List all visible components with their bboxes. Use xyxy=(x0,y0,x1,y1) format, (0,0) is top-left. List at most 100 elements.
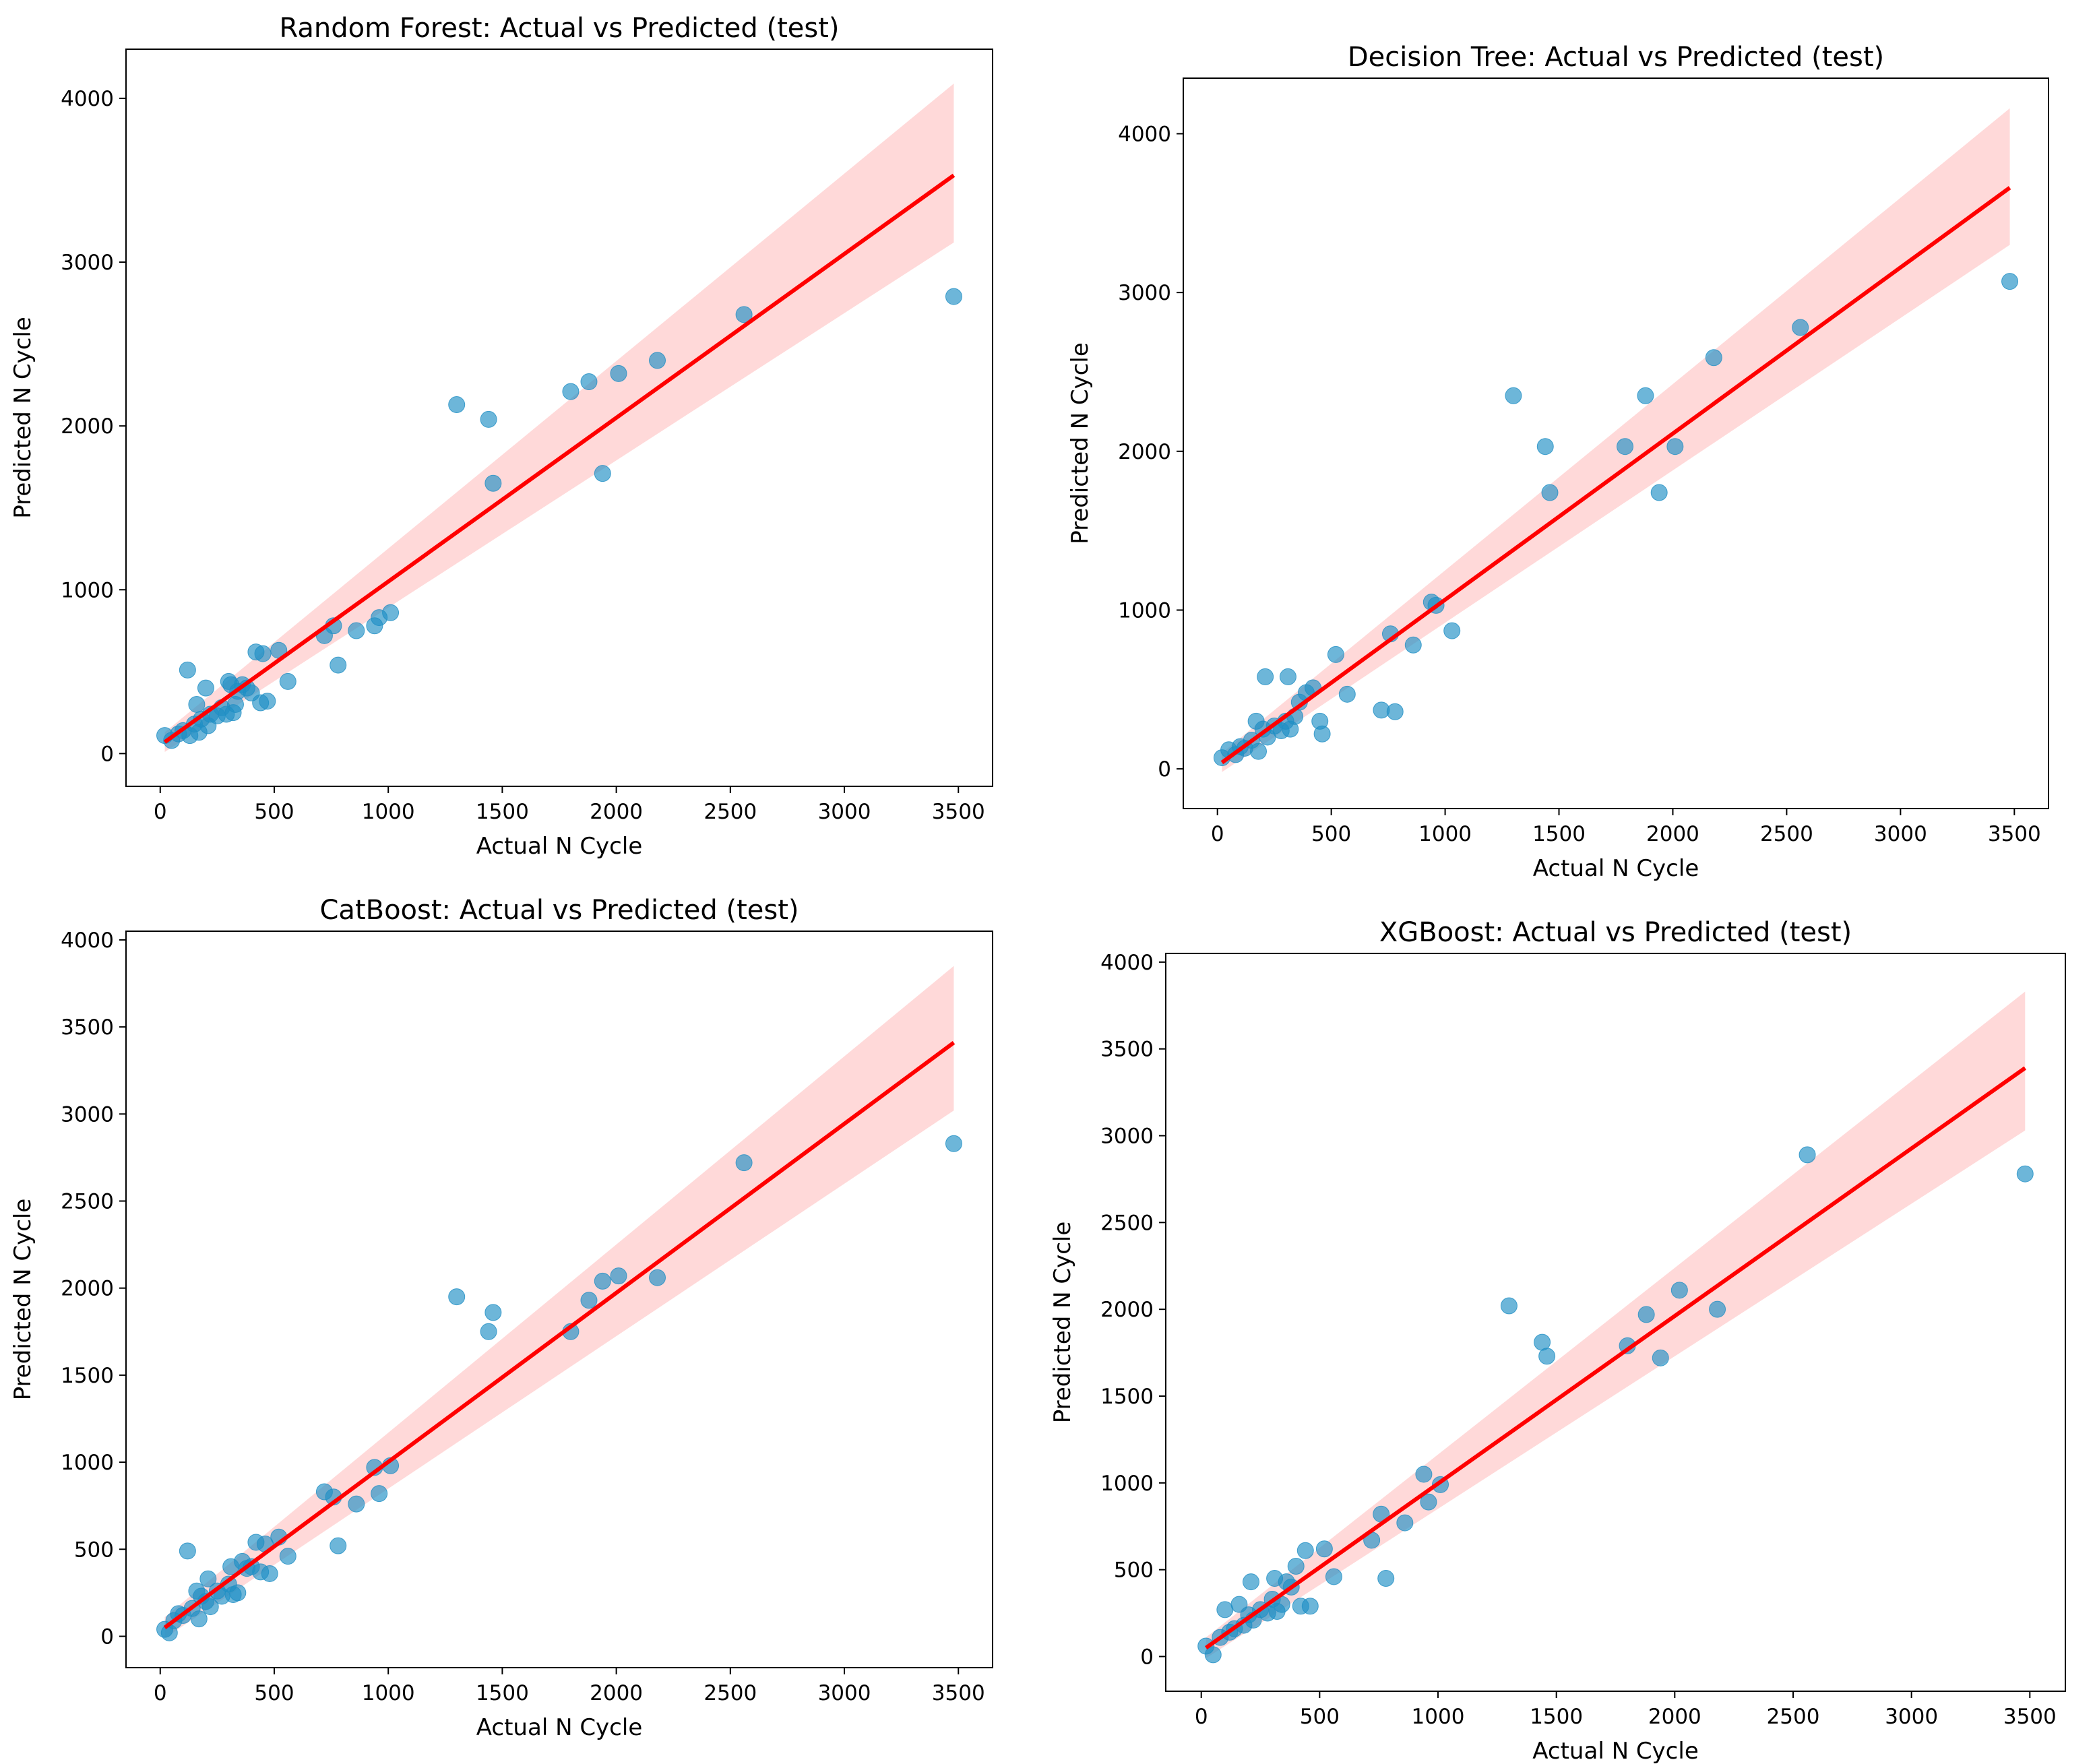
chart-title: XGBoost: Actual vs Predicted (test) xyxy=(1379,917,1852,948)
data-point xyxy=(197,679,214,697)
data-point xyxy=(1296,1542,1314,1559)
data-point xyxy=(1443,622,1461,639)
data-point xyxy=(1301,1598,1319,1615)
data-point xyxy=(259,693,276,710)
y-tick-label: 3500 xyxy=(1100,1038,1154,1062)
data-point xyxy=(2001,273,2019,290)
y-tick-label: 3000 xyxy=(1100,1125,1154,1149)
y-tick-label: 0 xyxy=(1140,1645,1154,1669)
x-tick-label: 2500 xyxy=(703,1681,757,1705)
y-axis-label: Predicted N Cycle xyxy=(1049,1222,1076,1424)
data-point xyxy=(1287,1557,1305,1575)
data-point xyxy=(594,465,611,482)
x-tick-label: 1000 xyxy=(1412,1705,1465,1729)
y-tick-label: 3500 xyxy=(61,1015,114,1040)
y-axis-label: Predicted N Cycle xyxy=(9,1199,36,1401)
x-tick-label: 2000 xyxy=(590,800,643,824)
x-tick-label: 500 xyxy=(1311,822,1351,846)
y-tick-label: 2000 xyxy=(1100,1298,1154,1322)
regression-line xyxy=(163,173,956,744)
decision-tree-subplot: 0 500 1000 1500 2000 2500 3000 3500 0 1000 2000 300… xyxy=(1067,42,2049,882)
data-point xyxy=(179,1542,196,1560)
random-forest-subplot: 0 500 1000 1500 2000 2500 3000 3500 0 1000 2000 300… xyxy=(9,13,993,860)
x-tick-label: 0 xyxy=(1211,822,1224,846)
y-tick-label: 4000 xyxy=(1100,951,1154,975)
data-point xyxy=(484,1304,502,1321)
x-tick-label: 3500 xyxy=(2003,1705,2057,1729)
data-point xyxy=(1313,725,1331,743)
data-point xyxy=(201,1598,219,1616)
y-tick-label: 2000 xyxy=(1118,440,1171,464)
data-point xyxy=(1386,703,1404,720)
x-tick-label: 500 xyxy=(254,800,294,824)
x-tick-label: 1500 xyxy=(1532,822,1586,846)
data-point xyxy=(610,1267,627,1285)
data-point xyxy=(1404,636,1422,654)
data-point xyxy=(1538,1348,1556,1365)
y-tick-label: 2500 xyxy=(1100,1211,1154,1235)
y-tick-label: 2500 xyxy=(61,1190,114,1214)
data-point xyxy=(348,622,365,639)
x-tick-label: 0 xyxy=(1195,1705,1208,1729)
data-point xyxy=(1799,1146,1816,1164)
x-tick-label: 1000 xyxy=(1418,822,1472,846)
x-tick-label: 1000 xyxy=(362,800,415,824)
y-tick-label: 0 xyxy=(100,742,114,766)
confidence-band xyxy=(164,84,954,752)
data-point xyxy=(279,1548,296,1565)
data-point xyxy=(1279,668,1296,685)
regression-line xyxy=(1204,1066,2027,1650)
y-tick-label: 2000 xyxy=(61,414,114,439)
y-tick-label: 3000 xyxy=(61,1102,114,1127)
data-point xyxy=(1500,1297,1518,1315)
data-point xyxy=(1536,438,1554,455)
y-tick-label: 3000 xyxy=(61,251,114,275)
data-point xyxy=(1257,668,1274,685)
data-point xyxy=(448,1288,466,1306)
data-point xyxy=(261,1565,278,1582)
data-point xyxy=(580,373,598,391)
data-point xyxy=(1242,1573,1259,1591)
x-tick-label: 3500 xyxy=(1988,822,2041,846)
data-point xyxy=(1327,645,1344,663)
x-tick-label: 3000 xyxy=(1885,1705,1938,1729)
y-tick-label: 4000 xyxy=(1118,122,1171,146)
y-tick-label: 1000 xyxy=(1118,598,1171,623)
data-point xyxy=(1652,1349,1669,1366)
catboost-subplot: 0 500 1000 1500 2000 2500 3000 3500 0 500 1000 1500… xyxy=(9,895,993,1741)
data-point xyxy=(1541,484,1559,501)
data-point xyxy=(1216,1601,1234,1618)
data-point xyxy=(610,365,627,382)
data-point xyxy=(1415,1466,1433,1483)
axes-frame xyxy=(1165,953,2066,1692)
x-tick-label: 0 xyxy=(154,1681,167,1705)
data-point xyxy=(1505,387,1522,404)
x-tick-label: 1500 xyxy=(476,1681,529,1705)
data-point xyxy=(1420,1493,1437,1511)
data-point xyxy=(1250,743,1268,760)
y-tick-label: 4000 xyxy=(61,928,114,953)
data-point xyxy=(1325,1568,1342,1585)
x-tick-label: 2000 xyxy=(590,1681,643,1705)
chart-title: CatBoost: Actual vs Predicted (test) xyxy=(320,895,799,926)
subplots: 0 500 1000 1500 2000 2500 3000 3500 0 1000 2000 300… xyxy=(9,13,2066,1764)
data-point xyxy=(1650,484,1668,501)
x-axis-label: Actual N Cycle xyxy=(476,833,642,860)
data-point xyxy=(371,1485,388,1503)
data-point xyxy=(945,1135,962,1152)
y-axis-label: Predicted N Cycle xyxy=(9,317,36,519)
data-point xyxy=(330,656,347,674)
data-point xyxy=(649,1269,666,1286)
data-point xyxy=(229,1584,247,1602)
x-axis-label: Actual N Cycle xyxy=(1532,1738,1698,1764)
x-tick-label: 3000 xyxy=(1874,822,1927,846)
x-tick-label: 0 xyxy=(154,800,167,824)
data-point xyxy=(1637,387,1654,404)
data-point xyxy=(1709,1300,1726,1318)
y-tick-label: 1500 xyxy=(61,1364,114,1388)
axes-frame xyxy=(1183,77,2049,809)
y-tick-label: 1000 xyxy=(61,1451,114,1475)
y-tick-label: 1500 xyxy=(1100,1385,1154,1409)
chart-title: Random Forest: Actual vs Predicted (test… xyxy=(279,13,839,44)
